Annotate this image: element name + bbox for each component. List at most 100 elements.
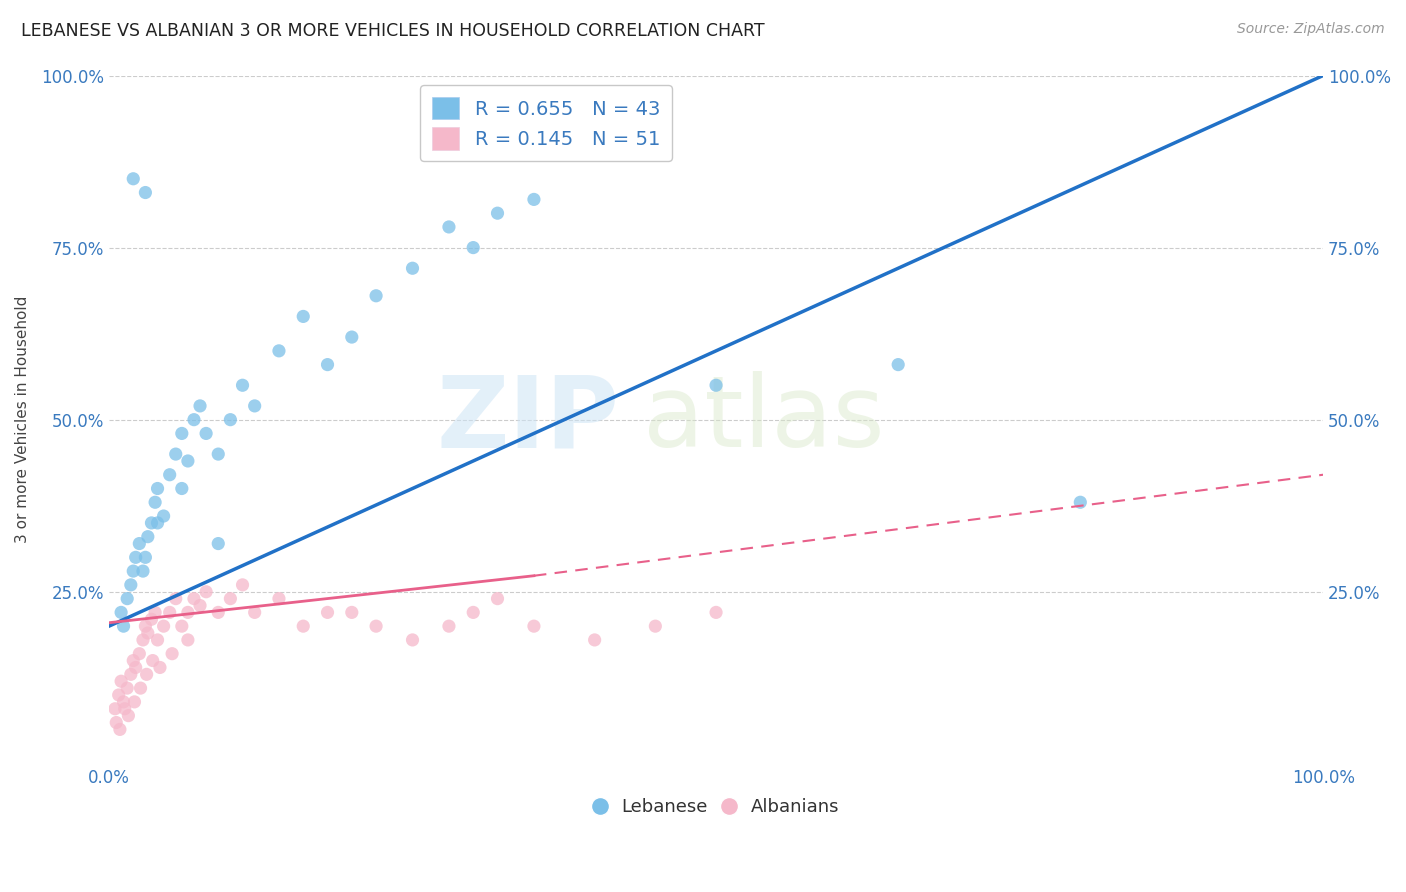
Point — [644, 619, 666, 633]
Point — [112, 695, 135, 709]
Point — [134, 550, 156, 565]
Point — [132, 632, 155, 647]
Text: Source: ZipAtlas.com: Source: ZipAtlas.com — [1237, 22, 1385, 37]
Point — [177, 454, 200, 468]
Point — [107, 688, 129, 702]
Point — [267, 343, 290, 358]
Point — [135, 667, 157, 681]
Point — [122, 654, 145, 668]
Point — [104, 702, 127, 716]
Point — [125, 660, 148, 674]
Point — [122, 171, 145, 186]
Point — [267, 591, 290, 606]
Point — [704, 378, 727, 392]
Point — [463, 606, 485, 620]
Point — [292, 619, 315, 633]
Point — [122, 564, 145, 578]
Point — [316, 606, 339, 620]
Point — [165, 447, 187, 461]
Point — [292, 310, 315, 324]
Point — [195, 426, 218, 441]
Point — [115, 591, 138, 606]
Point — [704, 606, 727, 620]
Point — [177, 606, 200, 620]
Point — [136, 626, 159, 640]
Point — [463, 241, 485, 255]
Point — [437, 219, 460, 234]
Point — [437, 619, 460, 633]
Point — [124, 695, 146, 709]
Text: atlas: atlas — [643, 371, 884, 468]
Point — [146, 632, 169, 647]
Point — [129, 681, 152, 695]
Point — [114, 702, 136, 716]
Point — [219, 591, 242, 606]
Point — [316, 358, 339, 372]
Point — [207, 536, 229, 550]
Point — [177, 632, 200, 647]
Point — [117, 708, 139, 723]
Point — [243, 606, 266, 620]
Point — [143, 606, 166, 620]
Point — [340, 606, 363, 620]
Point — [207, 606, 229, 620]
Point — [134, 186, 156, 200]
Point — [188, 399, 211, 413]
Point — [142, 654, 165, 668]
Point — [231, 378, 253, 392]
Point — [128, 536, 150, 550]
Point — [401, 261, 423, 276]
Point — [165, 591, 187, 606]
Point — [152, 509, 174, 524]
Point — [115, 681, 138, 695]
Point — [149, 660, 172, 674]
Point — [364, 619, 387, 633]
Point — [188, 599, 211, 613]
Y-axis label: 3 or more Vehicles in Household: 3 or more Vehicles in Household — [15, 296, 30, 543]
Point — [486, 206, 509, 220]
Point — [105, 715, 128, 730]
Point — [583, 632, 606, 647]
Point — [134, 619, 156, 633]
Point — [219, 412, 242, 426]
Point — [364, 289, 387, 303]
Point — [110, 606, 132, 620]
Legend: Lebanese, Albanians: Lebanese, Albanians — [585, 791, 846, 823]
Point — [887, 358, 910, 372]
Point — [146, 516, 169, 530]
Point — [120, 667, 142, 681]
Point — [340, 330, 363, 344]
Point — [112, 619, 135, 633]
Point — [486, 591, 509, 606]
Point — [183, 412, 205, 426]
Point — [243, 399, 266, 413]
Point — [110, 674, 132, 689]
Point — [523, 619, 546, 633]
Point — [159, 606, 181, 620]
Point — [125, 550, 148, 565]
Point — [143, 495, 166, 509]
Point — [170, 426, 193, 441]
Text: ZIP: ZIP — [436, 371, 619, 468]
Point — [146, 482, 169, 496]
Point — [120, 578, 142, 592]
Point — [160, 647, 183, 661]
Point — [207, 447, 229, 461]
Point — [141, 612, 163, 626]
Point — [159, 467, 181, 482]
Point — [1069, 495, 1091, 509]
Point — [152, 619, 174, 633]
Point — [183, 591, 205, 606]
Point — [170, 482, 193, 496]
Point — [195, 584, 218, 599]
Point — [523, 193, 546, 207]
Point — [108, 723, 131, 737]
Point — [132, 564, 155, 578]
Text: LEBANESE VS ALBANIAN 3 OR MORE VEHICLES IN HOUSEHOLD CORRELATION CHART: LEBANESE VS ALBANIAN 3 OR MORE VEHICLES … — [21, 22, 765, 40]
Point — [141, 516, 163, 530]
Point — [231, 578, 253, 592]
Point — [136, 530, 159, 544]
Point — [401, 632, 423, 647]
Point — [128, 647, 150, 661]
Point — [170, 619, 193, 633]
